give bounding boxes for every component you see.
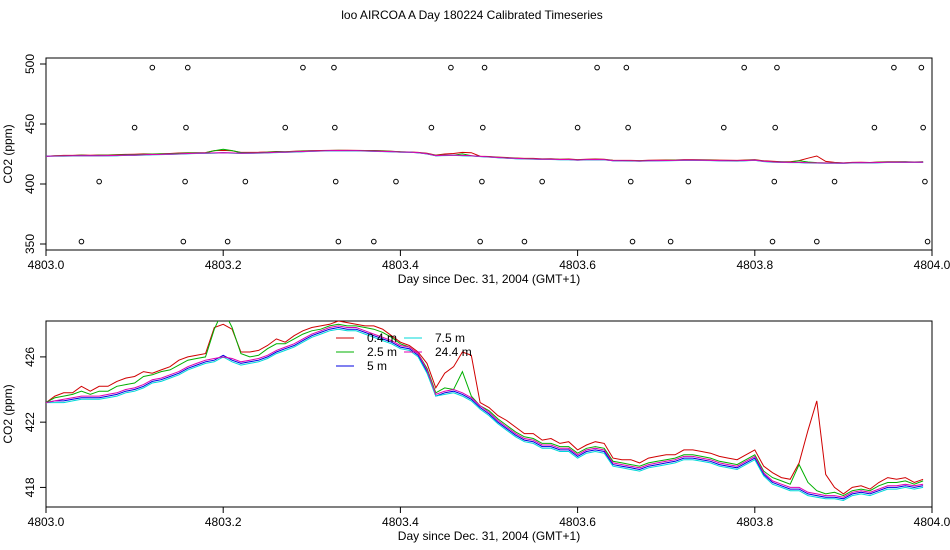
series-line-1-0-4-m (46, 321, 924, 495)
marker-point-15 (335, 238, 342, 245)
marker-point-27 (594, 64, 600, 71)
marker-point-44 (918, 64, 925, 71)
y-tick-label-0-3: 500 (23, 54, 37, 74)
legend-label-2: 5 m (367, 359, 387, 373)
marker-point-41 (831, 178, 838, 185)
chart-title: loo AIRCOA A Day 180224 Calibrated Times… (341, 8, 602, 22)
x-tick-label-1-5: 4804.0 (914, 515, 950, 529)
marker-point-23 (481, 64, 488, 71)
marker-point-35 (741, 64, 747, 71)
marker-point-10 (282, 124, 289, 131)
marker-point-21 (479, 178, 485, 185)
marker-point-14 (332, 178, 339, 185)
x-tick-label-0-4: 4803.8 (736, 258, 773, 272)
marker-point-16 (371, 238, 377, 245)
x-axis-label-1: Day since Dec. 31, 2004 (GMT+1) (398, 529, 580, 543)
series-line-1-2-5-m (46, 321, 924, 497)
x-tick-label-0-2: 4803.4 (382, 258, 419, 272)
marker-point-18 (428, 124, 435, 131)
y-tick-label-1-2: 426 (23, 347, 37, 367)
marker-point-20 (477, 238, 483, 245)
x-tick-label-1-3: 4803.6 (559, 515, 596, 529)
x-tick-label-0-1: 4803.2 (205, 258, 242, 272)
x-axis-label-0: Day since Dec. 31, 2004 (GMT+1) (398, 272, 580, 286)
marker-point-26 (574, 124, 581, 131)
legend-label-0: 0.4 m (367, 331, 397, 345)
top-panel: 4803.0 4803.2 4803.4 4803.6 4803.8 4804.0 350 4… (1, 54, 950, 286)
marker-point-19 (448, 64, 454, 71)
marker-point-36 (769, 238, 776, 245)
marker-point-25 (539, 178, 545, 185)
legend-label-4: 24.4 m (435, 345, 472, 359)
marker-point-46 (922, 178, 928, 185)
series-line-1-7-5-m (46, 328, 924, 502)
marker-point-34 (720, 124, 727, 131)
series-line-1-24-4-m (46, 325, 924, 498)
y-tick-label-0-2: 450 (23, 114, 37, 134)
marker-point-4 (180, 238, 187, 245)
x-tick-label-1-0: 4803.0 (28, 515, 65, 529)
marker-point-6 (183, 124, 189, 131)
y-tick-label-1-0: 418 (23, 477, 37, 497)
y-axis-label-0: CO2 (ppm) (1, 124, 15, 183)
marker-point-22 (479, 124, 486, 131)
marker-point-0 (78, 238, 85, 245)
plot-area-1 (46, 321, 924, 502)
marker-point-47 (924, 238, 931, 245)
bottom-panel: 4803.0 4803.2 4803.4 4803.6 4803.8 4804.0 418 4… (1, 320, 950, 543)
marker-point-12 (331, 64, 337, 71)
marker-point-29 (625, 124, 631, 131)
marker-point-43 (891, 64, 897, 71)
legend-label-3: 7.5 m (435, 331, 465, 345)
x-tick-label-1-1: 4803.2 (205, 515, 242, 529)
marker-point-32 (667, 238, 674, 245)
x-tick-label-1-2: 4803.4 (382, 515, 419, 529)
marker-point-9 (242, 178, 249, 185)
marker-point-3 (149, 64, 156, 71)
marker-point-38 (772, 124, 778, 131)
marker-point-11 (300, 64, 306, 71)
marker-point-8 (224, 238, 231, 245)
x-tick-label-0-5: 4804.0 (914, 258, 950, 272)
marker-point-2 (131, 124, 138, 131)
marker-point-33 (685, 178, 692, 185)
marker-point-45 (920, 124, 926, 131)
marker-point-17 (393, 178, 399, 185)
plot-frame-0 (45, 57, 933, 251)
marker-point-37 (771, 178, 778, 185)
marker-point-39 (774, 64, 780, 71)
y-tick-label-1-1: 422 (23, 412, 37, 432)
marker-point-30 (627, 178, 634, 185)
marker-point-7 (184, 64, 191, 71)
marker-point-13 (332, 124, 338, 131)
marker-point-31 (629, 238, 636, 245)
legend-label-1: 2.5 m (367, 345, 397, 359)
x-tick-label-1-4: 4803.8 (736, 515, 773, 529)
x-tick-label-0-3: 4803.6 (559, 258, 596, 272)
y-axis-label-1: CO2 (ppm) (1, 384, 15, 443)
marker-point-42 (871, 124, 878, 131)
series-line-1-5-m (46, 326, 924, 500)
marker-point-40 (814, 238, 820, 245)
plot-frame-1 (45, 320, 933, 508)
y-tick-label-0-0: 350 (23, 234, 37, 254)
marker-point-28 (623, 64, 630, 71)
marker-point-24 (521, 238, 528, 245)
plot-area-0 (46, 64, 931, 245)
x-tick-label-0-0: 4803.0 (28, 258, 65, 272)
y-tick-label-0-1: 400 (23, 174, 37, 194)
series-line-0-24-4-m (46, 149, 924, 164)
marker-point-1 (96, 178, 102, 185)
marker-point-5 (182, 178, 188, 185)
